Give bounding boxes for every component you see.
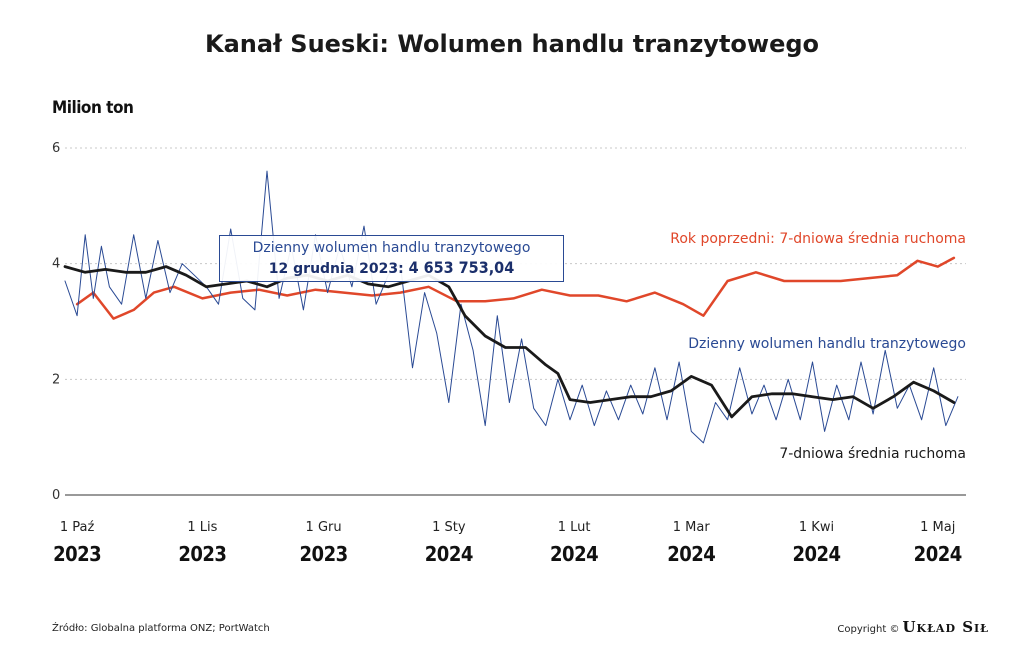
chart-title: Kanał Sueski: Wolumen handlu tranzytoweg… [204,30,820,58]
daily-volume-line [64,170,959,444]
tooltip-value-row: 12 grudnia 2023: 4 653 753,04 [220,258,563,277]
prev-year-series-label: Rok poprzedni: 7-dniowa średnia ruchoma [670,231,966,247]
copyright-text: Copyright © [837,624,900,635]
y-tick-label: 4 [52,257,60,272]
x-tick-year-label: 2023 [53,542,101,566]
daily-series-label: Dzienny wolumen handlu tranzytowego [688,336,966,352]
series-labels: Rok poprzedni: 7-dniowa średnia ruchoma D… [670,231,966,462]
x-tick-year-label: 2023 [300,542,348,566]
x-tick-label: 1 Mar [673,520,711,535]
tooltip-value: 4 653 753,04 [408,258,515,277]
x-tick-label: 1 Gru [306,520,342,535]
ma7-line [63,265,956,419]
y-tick-label: 6 [52,141,60,156]
hover-tooltip: Dzienny wolumen handlu tranzytowego 12 g… [219,235,564,282]
y-tick-label: 2 [52,372,60,387]
x-tick-year-label: 2024 [914,542,962,566]
ma7-series-label: 7-dniowa średnia ruchoma [779,446,966,462]
tooltip-heading: Dzienny wolumen handlu tranzytowego [252,240,531,256]
x-tick-year-label: 2024 [667,542,715,566]
x-tick-labels: 1 Paź 2023 1 Lis 2023 1 Gru 2023 1 Sty 2024 1 Lu… [53,520,962,566]
x-tick-label: 1 Lut [558,520,591,535]
x-tick-year-label: 2024 [792,542,840,566]
copyright-note: Copyright © Układ Sił [837,618,989,636]
x-tick-label: 1 Sty [432,520,466,535]
x-tick-label: 1 Paź [60,520,95,535]
brand-logo: Układ Sił [902,618,989,636]
x-tick-year-label: 2024 [425,542,473,566]
source-note: Źródło: Globalna platforma ONZ; PortWatc… [52,623,270,634]
prev-year-ma7-line [75,256,956,320]
tooltip-date: 12 grudnia 2023: [268,261,404,277]
y-tick-labels: 0 2 4 6 [52,141,60,503]
y-axis-unit-label: Milion ton [52,98,134,118]
y-tick-label: 0 [52,488,60,503]
x-tick-label: 1 Maj [920,520,955,535]
x-tick-year-label: 2023 [178,542,226,566]
series-lines [63,170,959,444]
gridlines [65,147,966,496]
x-tick-label: 1 Kwi [799,520,834,535]
x-tick-year-label: 2024 [550,542,598,566]
x-tick-label: 1 Lis [187,520,217,535]
